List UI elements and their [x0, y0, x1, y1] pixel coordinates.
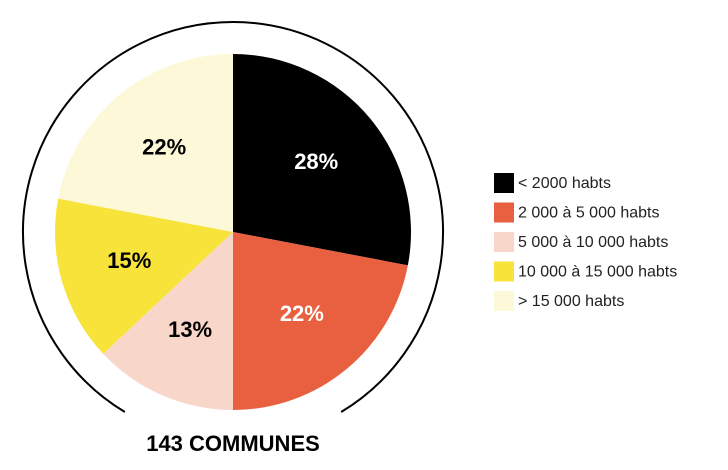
slice-label: 15% [107, 248, 151, 273]
legend-label: < 2000 habts [518, 175, 611, 192]
slice-label: 13% [168, 317, 212, 342]
legend-label: 5 000 à 10 000 habts [518, 234, 668, 251]
pie-slice [55, 198, 233, 354]
slice-label: 22% [280, 301, 324, 326]
legend-swatch [494, 232, 514, 252]
legend-swatch [494, 291, 514, 311]
pie-slice [233, 232, 408, 410]
legend-swatch [494, 202, 514, 223]
slice-label: 22% [142, 135, 186, 160]
legend-swatch [494, 173, 514, 193]
legend-label: > 15 000 habts [518, 293, 624, 310]
pie-slice [58, 54, 234, 232]
legend-label: 10 000 à 15 000 habts [518, 264, 677, 281]
pie-slice [103, 232, 233, 410]
chart-title: 143 COMMUNES [146, 431, 320, 456]
legend-label: 2 000 à 5 000 habts [518, 205, 659, 222]
slice-label: 28% [294, 149, 338, 174]
pie-slice [233, 54, 412, 266]
outer-arc [22, 21, 444, 413]
legend-swatch [494, 261, 514, 282]
